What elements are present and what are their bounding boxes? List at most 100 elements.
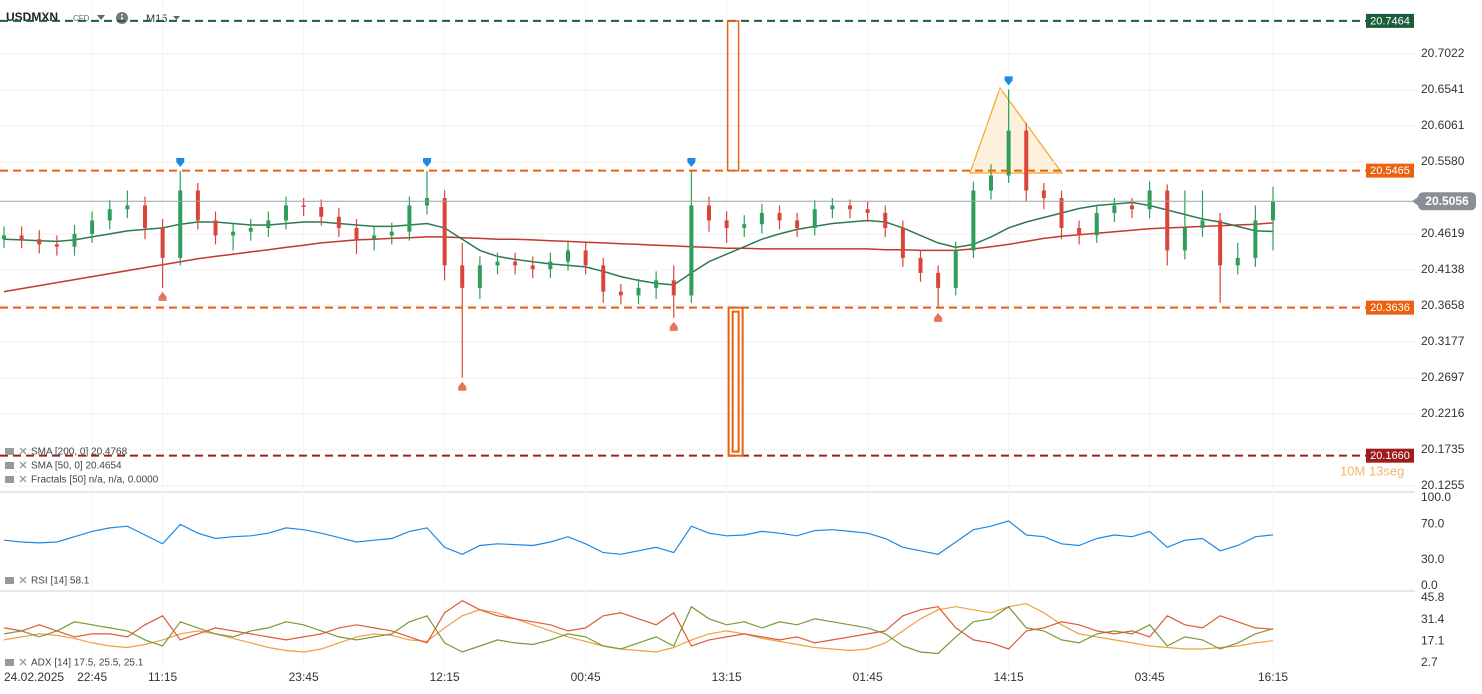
candle-body bbox=[1112, 205, 1117, 213]
candle-body bbox=[742, 224, 747, 228]
y-tick-label: 20.1735 bbox=[1421, 442, 1465, 456]
candle-body bbox=[460, 265, 465, 288]
candle-body bbox=[1041, 190, 1046, 198]
candle-body bbox=[1182, 227, 1187, 251]
candle-body bbox=[107, 209, 112, 221]
legend-close bbox=[19, 461, 27, 469]
level-label: 20.7464 bbox=[1370, 15, 1410, 27]
grid-layer bbox=[0, 0, 1415, 668]
legend-icon bbox=[5, 448, 14, 455]
indicator-title: ADX [14] 17.5, 25.5, 25.1 bbox=[31, 658, 144, 669]
candle-body bbox=[160, 227, 165, 258]
fractal-down bbox=[669, 321, 678, 331]
y-tick-label: 45.8 bbox=[1421, 590, 1445, 604]
candle-body bbox=[636, 287, 641, 296]
candle-body bbox=[1218, 220, 1223, 266]
candle-body bbox=[1165, 190, 1170, 251]
triangle-drawing[interactable] bbox=[969, 86, 1064, 174]
candle-body bbox=[266, 220, 271, 228]
x-tick-label: 12:15 bbox=[430, 670, 460, 684]
candle-body bbox=[495, 261, 500, 266]
fractal-down bbox=[158, 291, 167, 301]
fractal-up bbox=[687, 158, 696, 168]
level-label-bg bbox=[1366, 300, 1414, 315]
candle-body bbox=[248, 227, 253, 232]
candle-body bbox=[231, 231, 236, 236]
last-price-label: 20.5056 bbox=[1425, 194, 1469, 208]
level-label-bg bbox=[1366, 448, 1414, 463]
y-tick-label: 31.4 bbox=[1421, 612, 1445, 626]
marks-layer bbox=[2, 89, 1275, 655]
candle-body bbox=[548, 261, 553, 270]
candle-body bbox=[883, 212, 888, 228]
legend-close bbox=[19, 475, 27, 483]
candle-body bbox=[407, 205, 412, 232]
x-tick-label: 03:45 bbox=[1135, 670, 1165, 684]
level-label: 20.1660 bbox=[1370, 450, 1410, 462]
x-tick-label: 16:15 bbox=[1258, 670, 1288, 684]
candle-body bbox=[513, 261, 518, 266]
candle-body bbox=[530, 265, 535, 270]
market-type: CFD bbox=[73, 14, 90, 23]
candle-body bbox=[301, 205, 306, 207]
indicator-line bbox=[3, 600, 1274, 650]
y-tick-label: 17.1 bbox=[1421, 633, 1445, 647]
candle-body bbox=[1094, 212, 1099, 236]
indicator-line bbox=[3, 520, 1274, 555]
symbol[interactable]: USDMXN bbox=[6, 10, 58, 24]
y-tick-label: 0.0 bbox=[1421, 578, 1438, 592]
candle-body bbox=[1024, 130, 1029, 191]
legend-label: Fractals [50] n/a, n/a, 0.0000 bbox=[31, 475, 159, 486]
x-tick-label: 14:15 bbox=[994, 670, 1024, 684]
candle-body bbox=[654, 280, 659, 288]
candle-body bbox=[477, 265, 482, 288]
y-tick-label: 20.4138 bbox=[1421, 262, 1465, 276]
info-icon[interactable] bbox=[116, 12, 128, 24]
y-tick-label: 20.2216 bbox=[1421, 406, 1465, 420]
x-tick-label: 23:45 bbox=[289, 670, 319, 684]
legend-close bbox=[19, 658, 27, 666]
candle-body bbox=[442, 197, 447, 266]
candle-body bbox=[918, 257, 923, 273]
candle-body bbox=[583, 250, 588, 266]
candle-body bbox=[795, 220, 800, 228]
candle-body bbox=[195, 190, 200, 221]
candle-body bbox=[865, 209, 870, 213]
candle-body bbox=[759, 212, 764, 225]
candle-body bbox=[1077, 227, 1082, 236]
level-label-bg bbox=[1366, 163, 1414, 178]
candle-body bbox=[125, 205, 130, 210]
x-tick-label: 22:45 bbox=[77, 670, 107, 684]
countdown: 10M 13seg bbox=[1340, 463, 1404, 478]
candle-body bbox=[372, 235, 377, 240]
last-price-pointer bbox=[1412, 196, 1419, 207]
candle-body bbox=[724, 220, 729, 228]
y-tick-label: 20.2697 bbox=[1421, 370, 1465, 384]
candle-body bbox=[90, 220, 95, 234]
candle-body bbox=[1235, 257, 1240, 266]
candle-body bbox=[601, 265, 606, 292]
timeframe-dropdown[interactable] bbox=[173, 16, 180, 20]
legend-icon bbox=[5, 462, 14, 469]
fractal-up bbox=[176, 158, 185, 168]
candle-body bbox=[72, 233, 77, 247]
candle-body bbox=[971, 190, 976, 251]
range-box bbox=[726, 20, 740, 172]
candle-body bbox=[354, 227, 359, 240]
y-tick-label: 2.7 bbox=[1421, 655, 1438, 669]
y-tick-label: 20.7022 bbox=[1421, 46, 1465, 60]
candle-body bbox=[989, 175, 993, 191]
candle-body bbox=[1147, 190, 1152, 210]
level-label: 20.5465 bbox=[1370, 165, 1410, 177]
candle-body bbox=[54, 244, 59, 247]
y-tick-label: 30.0 bbox=[1421, 552, 1445, 566]
y-tick-label: 100.0 bbox=[1421, 490, 1451, 504]
y-tick-label: 20.3658 bbox=[1421, 298, 1465, 312]
timeframe[interactable]: M15 bbox=[146, 13, 167, 25]
y-tick-label: 20.1255 bbox=[1421, 478, 1465, 492]
symbol-dropdown[interactable] bbox=[97, 15, 105, 20]
overlay-layer: 20.7464 20.5465 20.3636 20.1660 20.5056 bbox=[0, 13, 1476, 463]
